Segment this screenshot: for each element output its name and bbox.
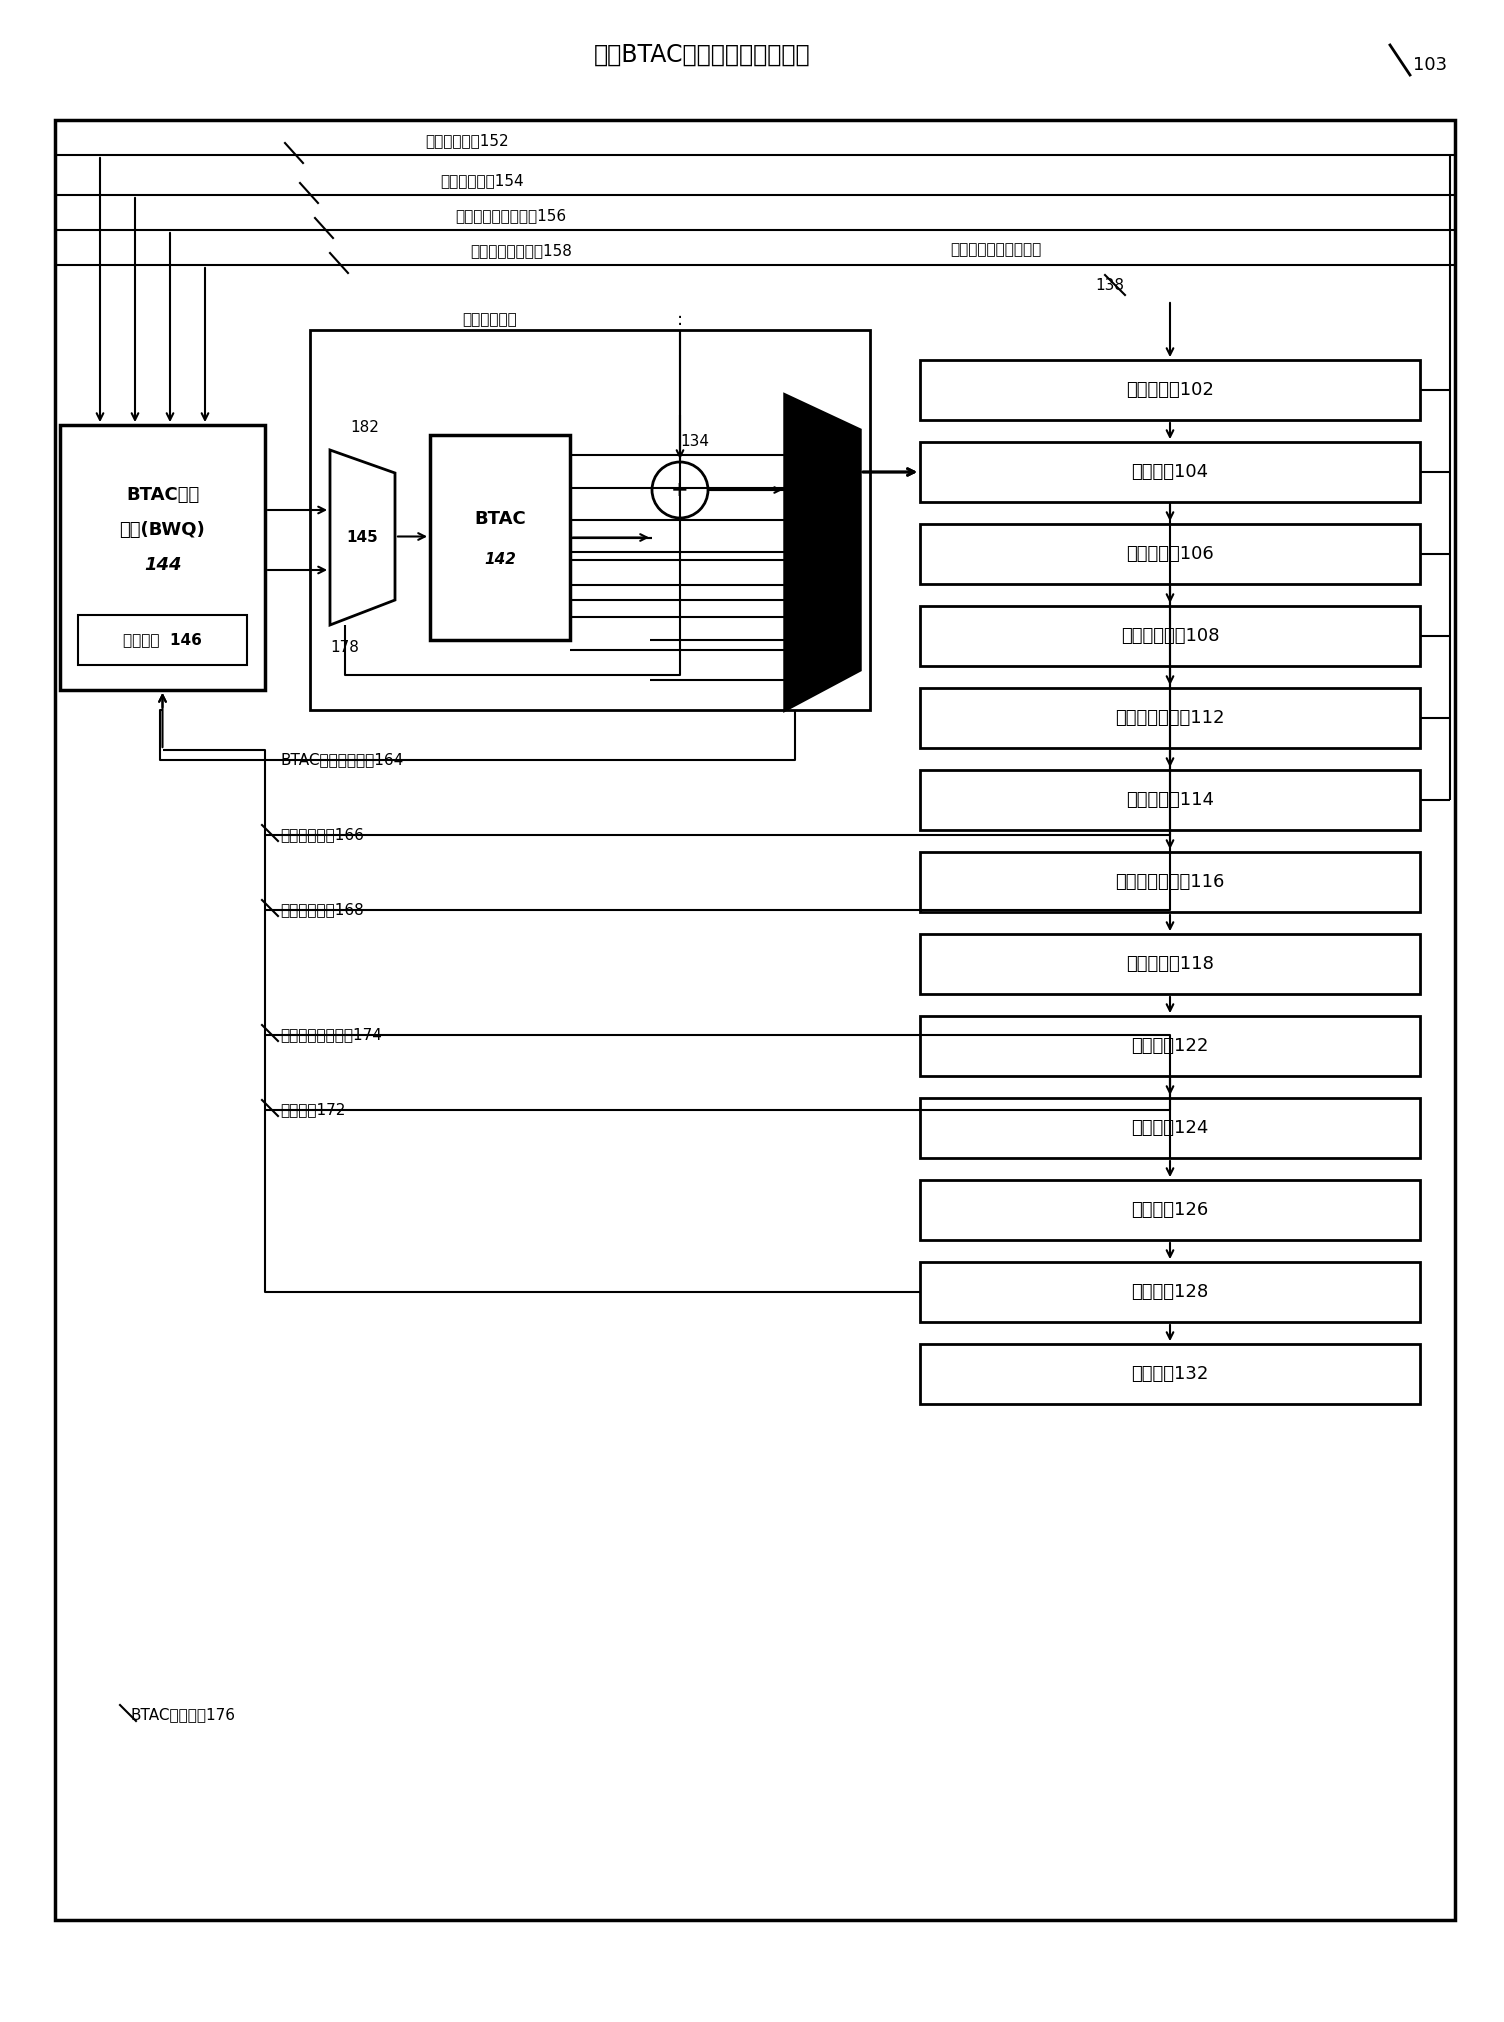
Bar (430, 435, 570, 641)
Polygon shape (329, 451, 396, 625)
Text: 地址阶段122: 地址阶段122 (1131, 1037, 1209, 1055)
Text: BTAC写入要求176: BTAC写入要求176 (129, 1707, 235, 1723)
Text: 转译后指令队列116: 转译后指令队列116 (1116, 874, 1224, 892)
Bar (920, 443, 1420, 501)
Polygon shape (785, 394, 860, 710)
Text: 142: 142 (484, 552, 516, 566)
Text: 队列(BWQ): 队列(BWQ) (120, 522, 206, 540)
Bar (920, 360, 1420, 421)
Text: 目前指令指针168: 目前指令指针168 (280, 902, 364, 918)
Text: 分支误测信号152: 分支误测信号152 (426, 133, 508, 148)
Text: 103: 103 (1412, 57, 1447, 75)
Text: 134: 134 (680, 435, 710, 449)
Bar (56, 119, 1454, 1921)
Text: 正确地址172: 正确地址172 (280, 1102, 346, 1118)
Circle shape (653, 461, 708, 518)
Text: 指令撷取器102: 指令撷取器102 (1126, 380, 1214, 398)
Text: 规格化指令队列112: 规格化指令队列112 (1116, 710, 1224, 728)
Text: 队列深度  146: 队列深度 146 (123, 633, 202, 647)
Text: 182: 182 (350, 421, 379, 435)
Text: 具有BTAC写入队列的微处理器: 具有BTAC写入队列的微处理器 (594, 42, 811, 67)
Text: 从存储器撷取出的指令: 从存储器撷取出的指令 (951, 243, 1041, 257)
Bar (920, 687, 1420, 748)
Text: +: + (671, 479, 689, 499)
Text: 抗行阶段126: 抗行阶段126 (1131, 1201, 1209, 1219)
Text: 下一撷取地址166: 下一撷取地址166 (280, 827, 364, 843)
Text: 136: 136 (794, 574, 826, 590)
Bar (920, 607, 1420, 665)
Bar (920, 1098, 1420, 1159)
Text: BTAC预测目标地址164: BTAC预测目标地址164 (280, 752, 403, 768)
Text: 数据阶段124: 数据阶段124 (1131, 1118, 1209, 1136)
Text: 145: 145 (346, 530, 379, 546)
Bar (310, 330, 869, 710)
Bar (920, 1262, 1420, 1322)
Text: 预测取代信号154: 预测取代信号154 (441, 174, 523, 188)
Text: :: : (677, 311, 683, 330)
Bar (78, 615, 247, 665)
Bar (920, 770, 1420, 829)
Text: 178: 178 (331, 639, 359, 655)
Bar (920, 524, 1420, 584)
Text: 写回阶段132: 写回阶段132 (1131, 1365, 1209, 1383)
Text: BTAC: BTAC (474, 510, 526, 528)
Text: 缓存器阶段118: 缓存器阶段118 (1126, 954, 1214, 973)
Text: 指令缓冲器106: 指令缓冲器106 (1126, 546, 1214, 562)
Text: 储存阶段128: 储存阶段128 (1131, 1284, 1209, 1300)
Text: 指令快取104: 指令快取104 (1131, 463, 1209, 481)
Bar (920, 1345, 1420, 1403)
Bar (920, 851, 1420, 912)
Text: 取代预测目标地址174: 取代预测目标地址174 (280, 1027, 382, 1043)
Bar (920, 1181, 1420, 1239)
Text: BTAC写入: BTAC写入 (126, 485, 199, 503)
Text: 138: 138 (1095, 277, 1125, 293)
Bar (920, 1015, 1420, 1076)
Bar (60, 425, 265, 690)
Text: 144: 144 (144, 556, 182, 574)
Text: 指令快取闲置信号158: 指令快取闲置信号158 (469, 243, 572, 259)
Text: 目前撷取地址: 目前撷取地址 (463, 313, 517, 328)
Bar (920, 934, 1420, 995)
Text: 指令缓冲器全满信号156: 指令缓冲器全满信号156 (456, 208, 566, 224)
Text: 指令规格化器108: 指令规格化器108 (1120, 627, 1220, 645)
Text: 指令转译器114: 指令转译器114 (1126, 791, 1214, 809)
